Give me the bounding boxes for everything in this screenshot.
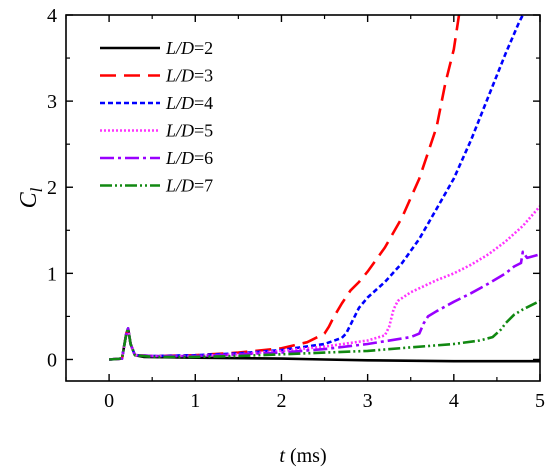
x-axis-var: t [279,445,285,467]
legend-label: L/D=6 [165,148,213,168]
y-tick-label: 0 [47,349,57,371]
x-axis-unit: (ms) [285,445,327,467]
series-line-5 [109,250,540,361]
y-axis-label: Cl [16,187,46,208]
legend-label-var: L/D [165,38,194,58]
y-tick-label: 2 [47,177,57,199]
legend-label-var: L/D [165,148,194,168]
legend-label-var: L/D [165,121,194,141]
legend-label-val: =7 [194,176,213,196]
legend-entry: L/D=6 [100,148,213,168]
series-line-3 [109,15,524,361]
x-tick-label: 5 [535,390,545,412]
legend: L/D=2L/D=3L/D=4L/D=5L/D=6L/D=7 [100,38,213,196]
series-line-6 [109,299,540,361]
legend-entry: L/D=7 [100,176,213,196]
legend-label-val: =3 [194,66,213,86]
legend-label: L/D=4 [165,93,213,113]
legend-label-val: =2 [194,38,213,58]
legend-label: L/D=3 [165,66,213,86]
legend-entry: L/D=2 [100,38,213,58]
x-tick-label: 3 [363,390,373,412]
legend-label-val: =5 [194,121,213,141]
y-tick-label: 3 [47,91,57,113]
legend-label: L/D=2 [165,38,213,58]
legend-label-var: L/D [165,176,194,196]
plot-frame [65,14,541,382]
series-layer [109,15,540,363]
x-axis-label: t (ms) [279,445,326,467]
series-line-2 [109,15,461,361]
x-tick-label: 1 [190,390,200,412]
x-tick-label: 2 [276,390,286,412]
legend-entry: L/D=3 [100,66,213,86]
legend-label-var: L/D [165,66,194,86]
legend-label: L/D=5 [165,121,213,141]
y-axis-var: C [16,191,42,208]
series-line-4 [109,205,540,361]
x-tick-label: 4 [449,390,459,412]
legend-label: L/D=7 [165,176,213,196]
legend-label-val: =4 [194,93,213,113]
ticks-layer: 0 1 2 3 4 5 0 1 2 3 4 [47,5,545,412]
legend-entry: L/D=4 [100,93,213,113]
y-tick-label: 1 [47,263,57,285]
y-tick-label: 4 [47,5,57,27]
legend-label-val: =6 [194,148,213,168]
legend-label-var: L/D [165,93,194,113]
y-axis-sub: l [27,187,46,192]
x-tick-label: 0 [104,390,114,412]
legend-entry: L/D=5 [100,121,213,141]
